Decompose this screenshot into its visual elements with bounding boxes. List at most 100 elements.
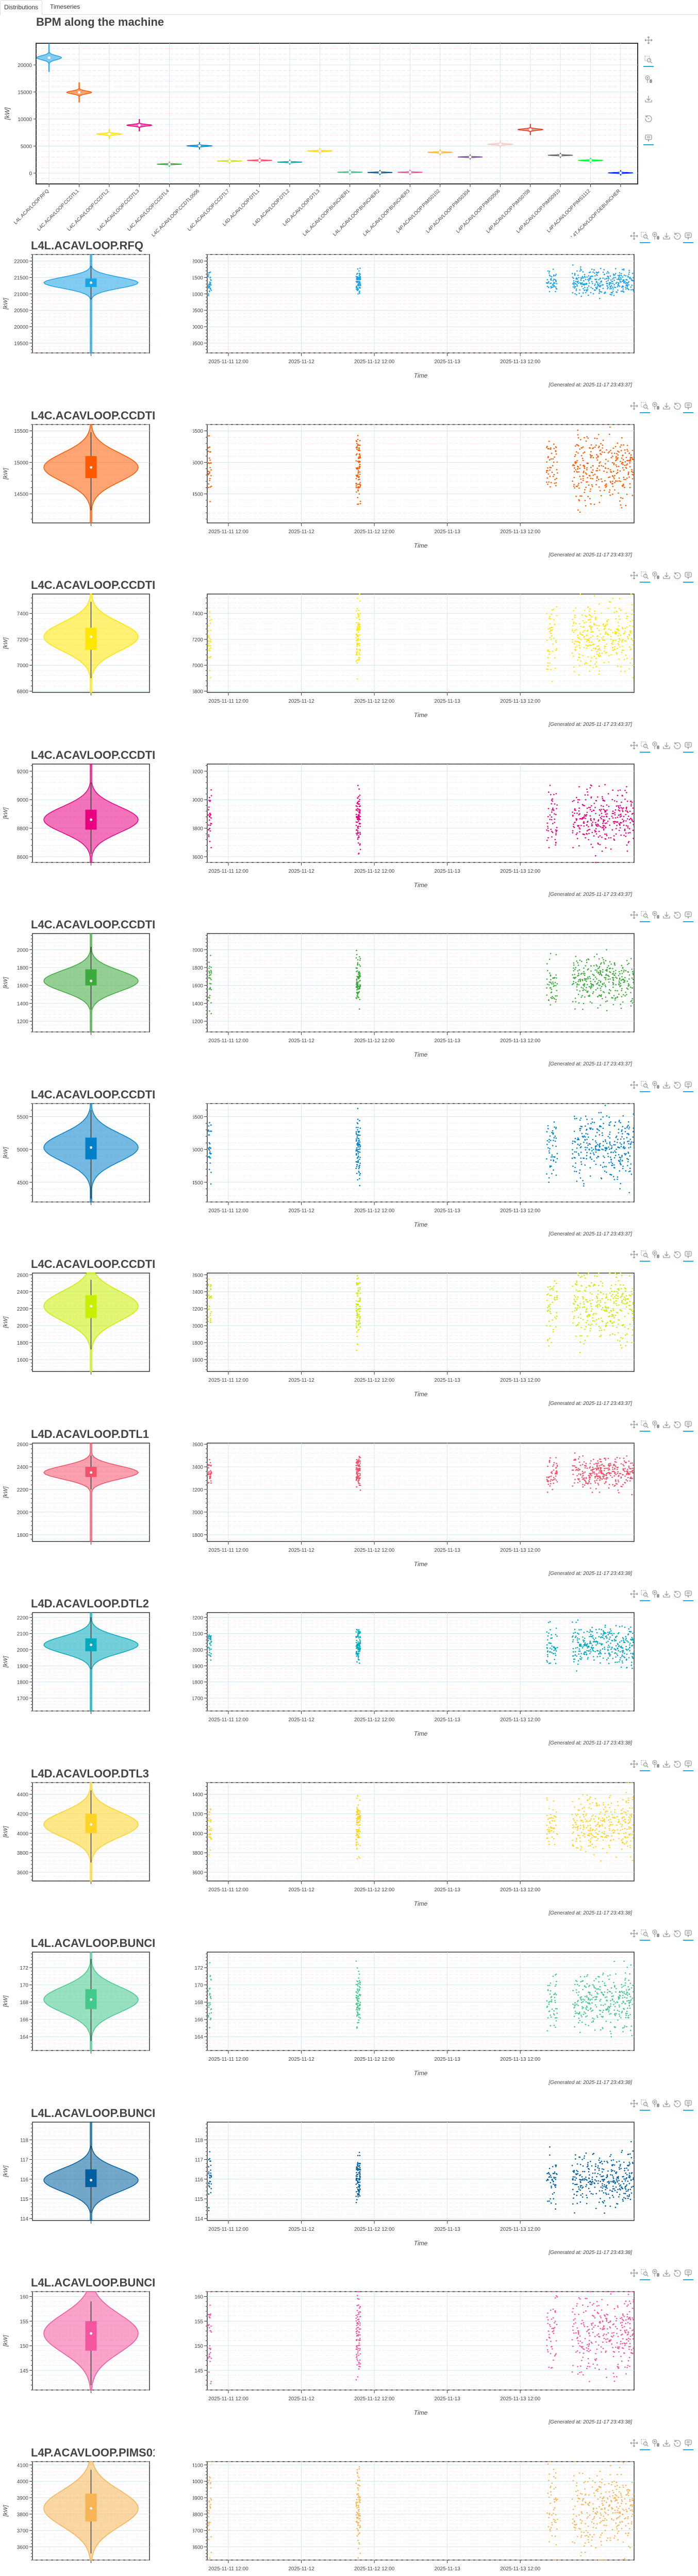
box-zoom-tool-button[interactable]	[641, 571, 649, 580]
wheel-zoom-tool-button[interactable]	[644, 75, 653, 83]
hover-tool-button[interactable]	[684, 232, 692, 240]
pan-tool-button[interactable]	[630, 1081, 638, 1089]
data-point	[629, 460, 630, 462]
data-point	[597, 1144, 599, 1145]
box-zoom-tool-button[interactable]	[641, 1250, 649, 1259]
data-point	[586, 959, 588, 961]
data-point	[625, 279, 627, 280]
hover-tool-button[interactable]	[684, 1250, 692, 1259]
reset-tool-button[interactable]	[673, 911, 682, 919]
reset-tool-button[interactable]	[644, 114, 653, 123]
box-zoom-tool-button[interactable]	[641, 232, 649, 240]
overview-violin-chart[interactable]: 05000100001500020000[kW]L4L.ACAVLOOP.RFQ…	[0, 31, 698, 237]
data-point	[209, 1010, 210, 1012]
tab-distributions[interactable]: Distributions	[0, 0, 42, 15]
reset-tool-button[interactable]	[673, 571, 682, 580]
x-tick-label: 2025-11-12	[288, 1548, 314, 1553]
hover-tool-button[interactable]	[684, 1081, 692, 1089]
box-zoom-tool-button[interactable]	[641, 911, 649, 919]
data-point	[614, 821, 616, 822]
wheel-zoom-tool-button[interactable]	[652, 232, 660, 240]
wheel-zoom-tool-button[interactable]	[652, 741, 660, 750]
wheel-zoom-tool-button[interactable]	[652, 571, 660, 580]
data-point	[603, 805, 604, 807]
save-tool-button[interactable]	[662, 402, 671, 410]
pan-tool-button[interactable]	[630, 911, 638, 919]
pan-tool-button[interactable]	[644, 36, 653, 44]
save-tool-button[interactable]	[644, 95, 653, 103]
wheel-zoom-tool-button[interactable]	[652, 911, 660, 919]
data-point	[608, 1136, 609, 1137]
data-point	[211, 619, 212, 621]
save-tool-button[interactable]	[662, 1081, 671, 1089]
reset-tool-button[interactable]	[673, 1081, 682, 1089]
save-tool-button[interactable]	[662, 232, 671, 240]
reset-tool-button[interactable]	[673, 402, 682, 410]
box-zoom-tool-button[interactable]	[641, 1420, 649, 1429]
box-zoom-tool-button[interactable]	[641, 741, 649, 750]
data-point	[556, 1295, 558, 1297]
save-tool-button[interactable]	[662, 741, 671, 750]
data-point	[356, 1306, 357, 1308]
reset-tool-button[interactable]	[673, 741, 682, 750]
data-point	[606, 1171, 607, 1173]
pan-tool-button[interactable]	[630, 571, 638, 580]
data-point	[629, 487, 631, 488]
wheel-zoom-tool-button[interactable]	[652, 1250, 660, 1259]
wheel-zoom-tool-button[interactable]	[652, 1420, 660, 1429]
data-point	[623, 1147, 624, 1148]
data-point	[574, 1299, 575, 1300]
save-tool-button[interactable]	[662, 1420, 671, 1429]
hover-tool-button[interactable]	[684, 911, 692, 919]
data-point	[547, 456, 549, 458]
hover-tool-button[interactable]	[684, 571, 692, 580]
reset-tool-button[interactable]	[673, 1420, 682, 1429]
data-point	[624, 995, 626, 997]
save-tool-button[interactable]	[662, 911, 671, 919]
data-point	[622, 979, 623, 980]
data-point	[609, 1320, 611, 1322]
data-point	[618, 1154, 620, 1156]
hover-tool-button[interactable]	[684, 1420, 692, 1429]
box-zoom-tool-button[interactable]	[641, 1081, 649, 1089]
data-point	[611, 1164, 612, 1166]
tab-timeseries[interactable]: Timeseries	[46, 0, 84, 14]
box-zoom-tool-button[interactable]	[644, 56, 653, 64]
timeseries-chart[interactable]: 1950020000205002100021500220002025-11-11…	[193, 254, 698, 388]
save-tool-button[interactable]	[662, 1250, 671, 1259]
timeseries-chart[interactable]: 1450015000155002025-11-11 12:002025-11-1…	[193, 424, 698, 558]
hover-tool-button[interactable]	[644, 134, 653, 142]
data-point	[590, 843, 592, 845]
pan-tool-button[interactable]	[630, 402, 638, 410]
box-zoom-tool-button[interactable]	[641, 402, 649, 410]
pan-tool-button[interactable]	[630, 232, 638, 240]
save-tool-button[interactable]	[662, 571, 671, 580]
data-point	[550, 828, 552, 830]
pan-tool-button[interactable]	[630, 1420, 638, 1429]
data-point	[549, 1320, 550, 1322]
pan-tool-button[interactable]	[630, 741, 638, 750]
pan-tool-button[interactable]	[630, 1250, 638, 1259]
hover-tool-button[interactable]	[684, 402, 692, 410]
wheel-zoom-tool-button[interactable]	[652, 402, 660, 410]
reset-tool-button[interactable]	[673, 232, 682, 240]
data-point	[357, 289, 358, 291]
data-point	[627, 276, 629, 277]
hover-tool-button[interactable]	[684, 741, 692, 750]
reset-tool-button[interactable]	[673, 1250, 682, 1259]
wheel-zoom-tool-button[interactable]	[652, 1081, 660, 1089]
